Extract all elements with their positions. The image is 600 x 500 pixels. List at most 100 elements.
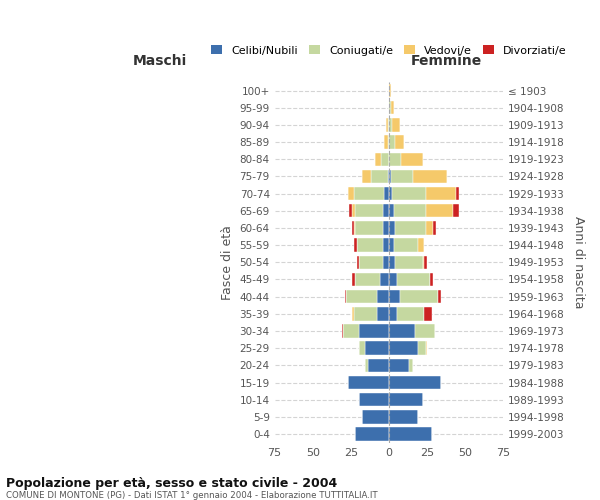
- Bar: [389, 187, 392, 200]
- Bar: [383, 256, 389, 269]
- Bar: [385, 187, 389, 200]
- Bar: [352, 273, 355, 286]
- Bar: [456, 187, 459, 200]
- Bar: [362, 410, 389, 424]
- Bar: [389, 238, 394, 252]
- Y-axis label: Fasce di età: Fasce di età: [221, 225, 234, 300]
- Bar: [389, 118, 392, 132]
- Bar: [425, 222, 433, 234]
- Bar: [391, 101, 394, 114]
- Bar: [433, 222, 436, 234]
- Bar: [397, 273, 430, 286]
- Bar: [359, 393, 389, 406]
- Bar: [389, 256, 395, 269]
- Bar: [359, 324, 389, 338]
- Bar: [425, 187, 456, 200]
- Bar: [389, 342, 418, 355]
- Bar: [453, 204, 459, 218]
- Bar: [376, 152, 382, 166]
- Bar: [352, 307, 354, 320]
- Bar: [355, 222, 383, 234]
- Bar: [394, 238, 418, 252]
- Bar: [349, 204, 352, 218]
- Bar: [357, 238, 383, 252]
- Bar: [389, 170, 391, 183]
- Bar: [424, 256, 427, 269]
- Bar: [383, 222, 389, 234]
- Bar: [425, 204, 453, 218]
- Bar: [354, 187, 385, 200]
- Bar: [389, 273, 397, 286]
- Y-axis label: Anni di nascita: Anni di nascita: [572, 216, 585, 308]
- Bar: [389, 376, 441, 389]
- Bar: [418, 238, 424, 252]
- Bar: [389, 290, 400, 304]
- Bar: [348, 187, 354, 200]
- Bar: [438, 290, 441, 304]
- Bar: [368, 358, 389, 372]
- Text: Femmine: Femmine: [410, 54, 482, 68]
- Bar: [355, 428, 389, 440]
- Bar: [365, 342, 389, 355]
- Bar: [413, 170, 447, 183]
- Bar: [357, 256, 359, 269]
- Legend: Celibi/Nubili, Coniugati/e, Vedovi/e, Divorziati/e: Celibi/Nubili, Coniugati/e, Vedovi/e, Di…: [207, 40, 571, 60]
- Bar: [389, 410, 418, 424]
- Bar: [394, 204, 425, 218]
- Bar: [389, 324, 415, 338]
- Bar: [389, 428, 432, 440]
- Text: Maschi: Maschi: [133, 54, 187, 68]
- Bar: [388, 136, 389, 149]
- Bar: [362, 170, 371, 183]
- Bar: [409, 358, 413, 372]
- Bar: [345, 290, 346, 304]
- Bar: [383, 204, 389, 218]
- Bar: [377, 307, 389, 320]
- Bar: [377, 290, 389, 304]
- Bar: [395, 136, 404, 149]
- Bar: [389, 84, 391, 98]
- Bar: [397, 307, 424, 320]
- Bar: [371, 170, 388, 183]
- Bar: [365, 358, 368, 372]
- Bar: [352, 222, 354, 234]
- Bar: [389, 204, 394, 218]
- Bar: [354, 307, 377, 320]
- Bar: [354, 222, 355, 234]
- Bar: [389, 222, 395, 234]
- Bar: [388, 118, 389, 132]
- Bar: [425, 342, 427, 355]
- Bar: [395, 222, 425, 234]
- Bar: [415, 324, 435, 338]
- Bar: [359, 342, 365, 355]
- Bar: [386, 118, 388, 132]
- Bar: [389, 393, 422, 406]
- Bar: [355, 204, 383, 218]
- Bar: [355, 273, 380, 286]
- Bar: [346, 290, 377, 304]
- Bar: [391, 170, 413, 183]
- Bar: [359, 256, 383, 269]
- Bar: [388, 170, 389, 183]
- Bar: [389, 136, 395, 149]
- Bar: [389, 152, 401, 166]
- Bar: [392, 118, 400, 132]
- Bar: [400, 290, 438, 304]
- Bar: [352, 204, 355, 218]
- Bar: [389, 358, 409, 372]
- Bar: [382, 152, 389, 166]
- Bar: [418, 342, 425, 355]
- Bar: [389, 101, 391, 114]
- Bar: [422, 256, 424, 269]
- Bar: [380, 273, 389, 286]
- Bar: [343, 324, 359, 338]
- Bar: [383, 238, 389, 252]
- Bar: [395, 256, 422, 269]
- Bar: [342, 324, 343, 338]
- Bar: [348, 376, 389, 389]
- Bar: [401, 152, 422, 166]
- Bar: [392, 187, 425, 200]
- Bar: [389, 307, 397, 320]
- Bar: [424, 307, 432, 320]
- Text: Popolazione per età, sesso e stato civile - 2004: Popolazione per età, sesso e stato civil…: [6, 478, 337, 490]
